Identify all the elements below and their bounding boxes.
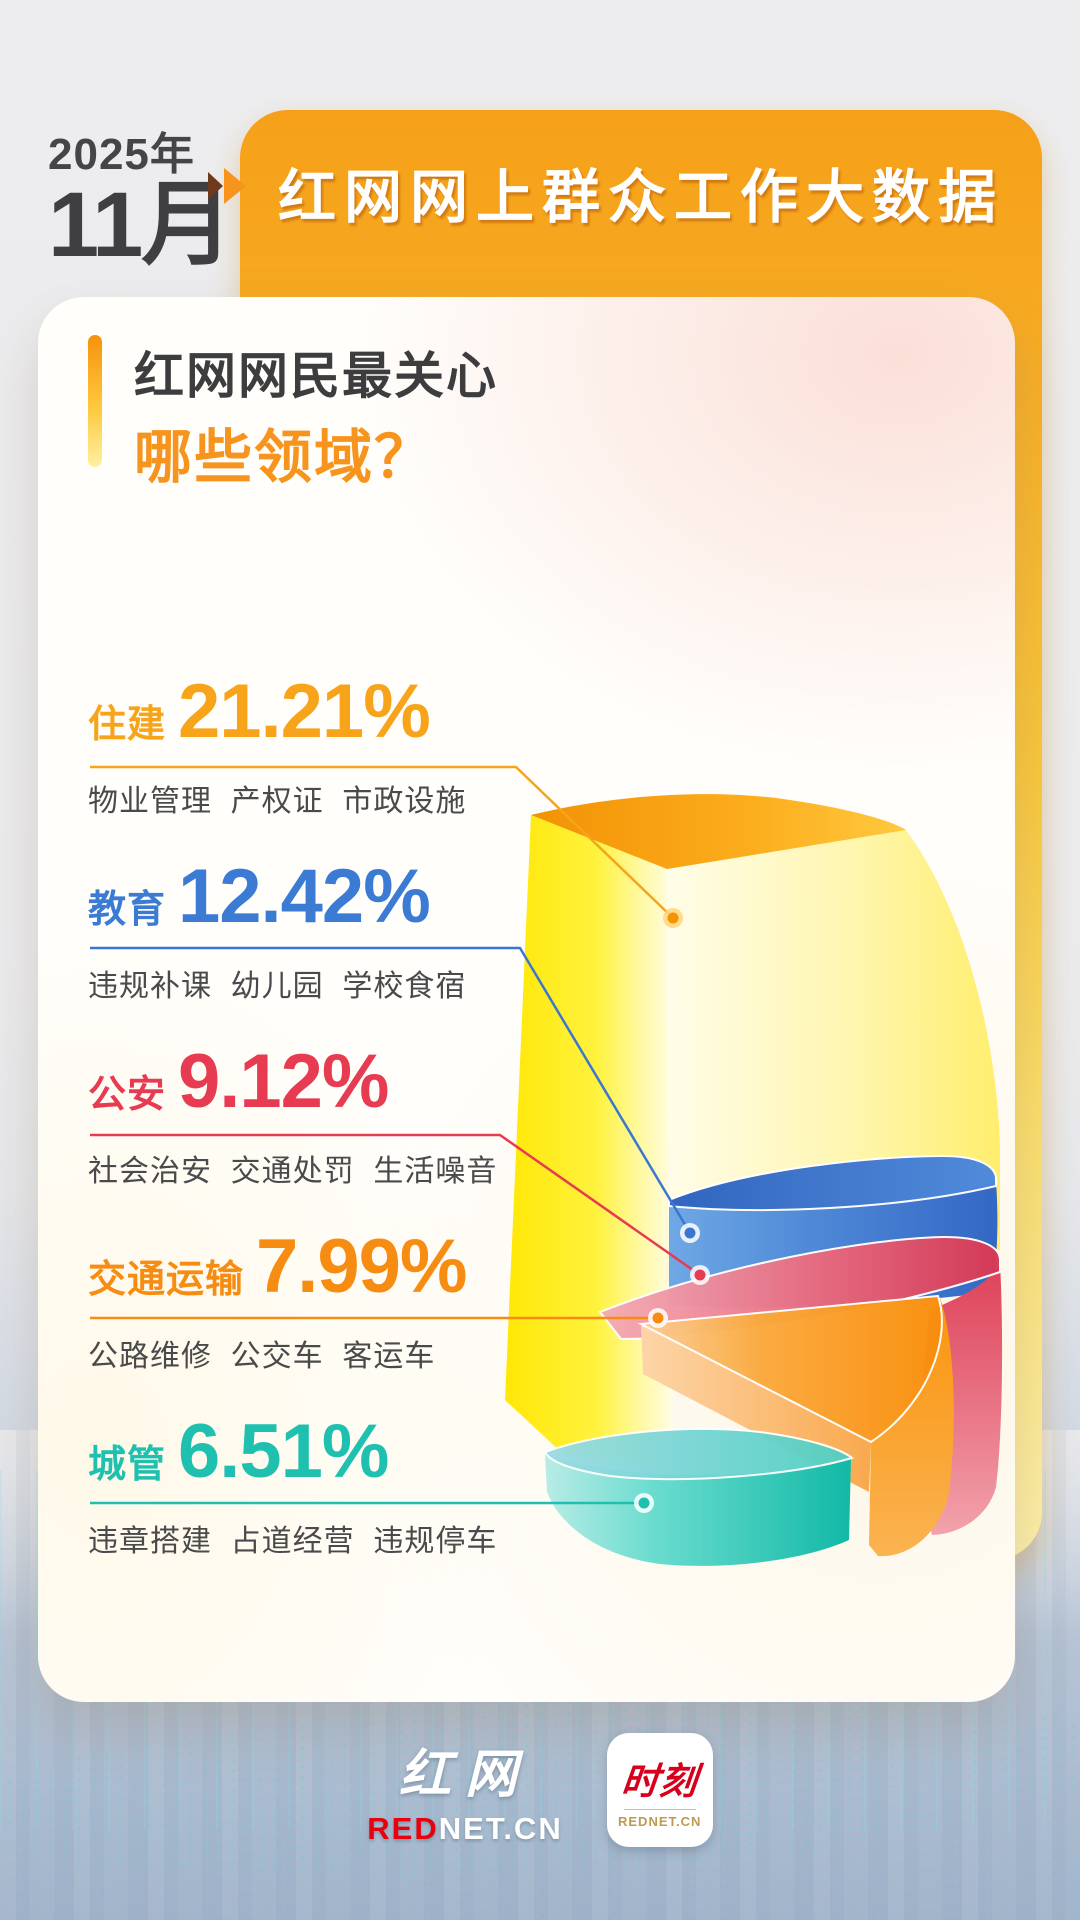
legend-item-jiaoyu: 教育 12.42% 违规补课 幼儿园 学校食宿 <box>88 854 648 1005</box>
category-percent: 7.99% <box>256 1224 467 1309</box>
category-label: 公安 <box>88 1074 167 1116</box>
shike-app-icon: 时刻 REDNET.CN <box>606 1732 713 1847</box>
section-title-line2: 哪些领域？ <box>134 425 435 490</box>
category-label: 交通运输 <box>88 1259 245 1301</box>
category-keywords: 违规补课 幼儿园 学校食宿 <box>88 970 467 1004</box>
shike-app-subtitle: REDNET.CN <box>618 1813 702 1829</box>
app-icon-divider <box>623 1808 696 1810</box>
legend-row: 住建 21.21% <box>88 669 648 754</box>
category-label: 住建 <box>88 704 167 746</box>
rednet-logo-url-red: RED <box>367 1811 439 1846</box>
legend-item-zhujian: 住建 21.21% 物业管理 产权证 市政设施 <box>88 669 648 820</box>
category-percent: 21.21% <box>178 669 431 754</box>
date-year: 2025年 <box>48 130 195 179</box>
date-month: 11月 <box>48 174 233 276</box>
banner-title: 红网网上群众工作大数据 <box>277 165 1004 230</box>
legend-row: 交通运输 7.99% <box>88 1224 648 1309</box>
legend-item-gongan: 公安 9.12% 社会治安 交通处罚 生活噪音 <box>88 1039 648 1190</box>
legend-row: 公安 9.12% <box>88 1039 648 1124</box>
legend-item-jiaotong: 交通运输 7.99% 公路维修 公交车 客运车 <box>88 1224 648 1375</box>
category-keywords: 违章搭建 占道经营 违规停车 <box>88 1525 498 1559</box>
shike-app-title: 时刻 <box>619 1760 700 1802</box>
category-keywords: 物业管理 产权证 市政设施 <box>88 785 467 819</box>
category-keywords: 社会治安 交通处罚 生活噪音 <box>88 1155 498 1189</box>
date-block: 2025年 11月 <box>48 118 233 276</box>
category-percent: 12.42% <box>178 854 431 939</box>
category-keywords: 公路维修 公交车 客运车 <box>88 1340 436 1374</box>
category-percent: 6.51% <box>178 1409 389 1494</box>
double-arrow-icon <box>208 168 246 204</box>
category-label: 城管 <box>88 1444 167 1486</box>
rednet-logo: 红网 REDNET.CN <box>367 1732 562 1847</box>
legend-item-chengguan: 城管 6.51% 违章搭建 占道经营 违规停车 <box>88 1409 648 1560</box>
legend-row: 教育 12.42% <box>88 854 648 939</box>
footer: 红网 REDNET.CN 时刻 REDNET.CN <box>0 1732 1080 1847</box>
rednet-logo-cn: 红网 <box>398 1747 531 1804</box>
rednet-logo-url-rest: NET.CN <box>438 1811 563 1846</box>
rednet-logo-url: REDNET.CN <box>367 1811 562 1847</box>
title-accent-bar <box>88 335 102 467</box>
section-title-line1: 红网网民最关心 <box>134 348 498 404</box>
category-label: 教育 <box>88 889 167 931</box>
category-percent: 9.12% <box>178 1039 389 1124</box>
legend-row: 城管 6.51% <box>88 1409 648 1494</box>
